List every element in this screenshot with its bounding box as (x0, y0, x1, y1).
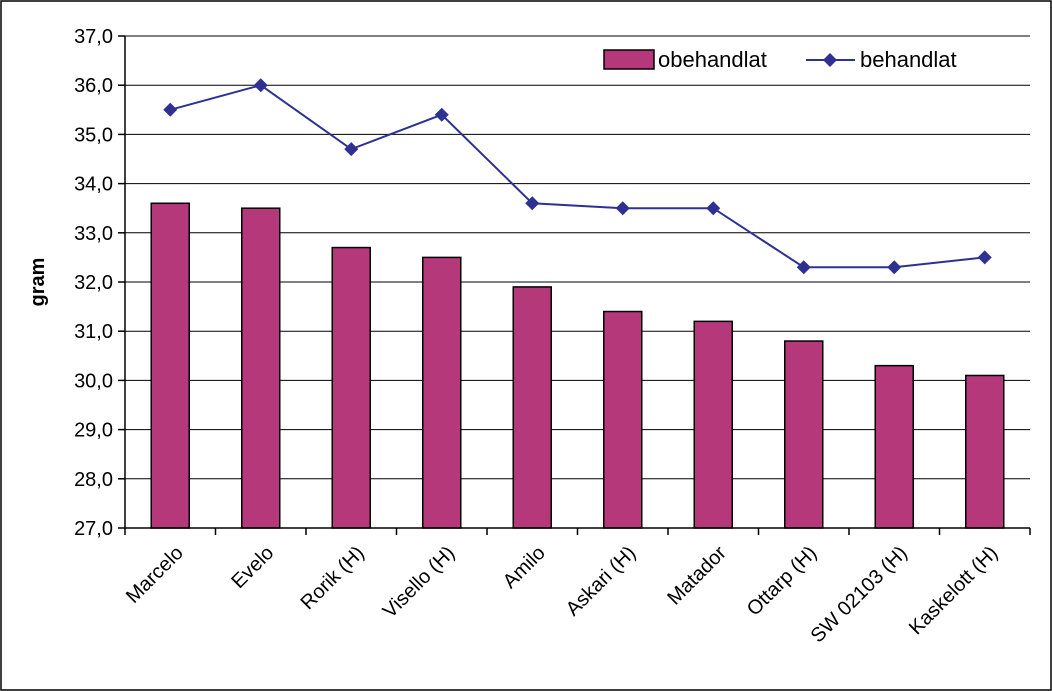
behandlat-point (706, 201, 721, 216)
behandlat-point (977, 250, 992, 265)
bar-visello-h (422, 256, 462, 529)
behandlat-point (796, 260, 811, 275)
legend-marker-behandlat (823, 53, 837, 67)
bar-marcelo (150, 202, 190, 529)
y-tick-label: 34,0 (74, 174, 113, 196)
behandlat-point (525, 196, 540, 211)
y-tick-labels: 27,0 28,0 29,0 30,0 31,0 32,0 33,0 34,0 35,0 36,0… (74, 26, 113, 540)
y-tick-label: 32,0 (74, 272, 113, 294)
y-tick-label: 37,0 (74, 26, 113, 48)
bar-sw-02103-h (874, 364, 914, 529)
bar-rorik-h (331, 246, 371, 529)
behandlat-point (615, 201, 630, 216)
y-tick-label: 27,0 (74, 518, 113, 540)
y-tick-label: 31,0 (74, 321, 113, 343)
behandlat-point (887, 260, 902, 275)
bar-evelo (241, 207, 281, 529)
y-tick-label: 33,0 (74, 223, 113, 245)
legend-label-behandlat: behandlat (860, 47, 957, 72)
behandlat-point (253, 78, 268, 93)
behandlat-point (344, 142, 359, 157)
y-tick-label: 36,0 (74, 75, 113, 97)
bar-kaskelott-h (965, 374, 1005, 529)
y-tick-label: 28,0 (74, 469, 113, 491)
line-series (163, 78, 992, 275)
bar-askari-h (603, 310, 643, 529)
behandlat-point (163, 102, 178, 117)
y-tick-label: 30,0 (74, 370, 113, 392)
bar-ottarp-h (784, 340, 824, 529)
axes (118, 35, 1031, 535)
bar-matador (693, 320, 733, 529)
y-tick-label: 29,0 (74, 420, 113, 442)
legend: obehandlat behandlat (603, 47, 957, 72)
bar-amilo (512, 286, 552, 529)
legend-label-obehandlat: obehandlat (658, 47, 767, 72)
y-axis-label: gram (27, 258, 49, 307)
legend-swatch-obehandlat (603, 49, 655, 70)
behandlat-point (434, 107, 449, 122)
behandlat-line (169, 84, 985, 269)
y-tick-label: 35,0 (74, 124, 113, 146)
